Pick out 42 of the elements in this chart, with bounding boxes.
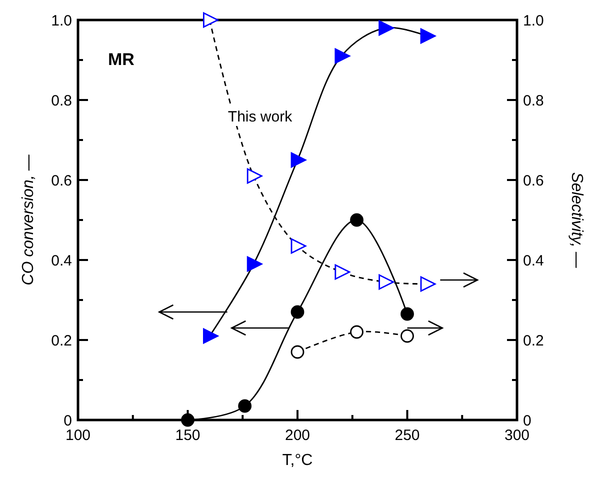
y2-tick-label: 0 [523, 412, 532, 430]
point [290, 305, 304, 319]
x-tick-label: 100 [65, 427, 91, 444]
y-tick-label: 0.4 [51, 252, 72, 270]
point [334, 48, 350, 64]
point [378, 20, 394, 36]
point [400, 307, 414, 321]
point [181, 413, 194, 427]
y2-tick-label: 0.8 [523, 92, 544, 110]
point [420, 28, 436, 44]
y-tick-label: 0.2 [51, 332, 72, 350]
point [350, 213, 364, 227]
y2-axis-title: Selectivity, — [568, 172, 585, 269]
point [350, 325, 364, 339]
y2-tick-label: 0.2 [523, 332, 544, 350]
x-tick-label: 250 [394, 427, 420, 444]
point [246, 168, 262, 184]
point [334, 264, 350, 280]
y2-tick-label: 0.4 [523, 252, 544, 270]
annotation: MR [108, 50, 134, 69]
point [290, 238, 306, 254]
point [378, 274, 394, 290]
point [203, 12, 218, 28]
y-tick-label: 1.0 [51, 12, 72, 30]
x-axis-title: T,°C [282, 452, 313, 469]
point [400, 329, 414, 343]
x-tick-label: 200 [284, 427, 310, 444]
annotation: This work [228, 108, 293, 126]
point [246, 256, 262, 272]
y-tick-label: 0.8 [51, 92, 72, 110]
point [290, 152, 306, 168]
point [238, 399, 252, 413]
y-tick-label: 0.6 [51, 172, 72, 190]
point [290, 345, 304, 359]
y-tick-label: 0 [64, 412, 72, 430]
point [420, 276, 436, 292]
y-axis-title: CO conversion, — [20, 154, 37, 286]
x-tick-label: 150 [175, 427, 200, 444]
x-tick-label: 300 [504, 427, 530, 444]
y2-tick-label: 1.0 [523, 12, 544, 30]
y2-tick-label: 0.6 [523, 172, 544, 190]
point [203, 328, 218, 344]
